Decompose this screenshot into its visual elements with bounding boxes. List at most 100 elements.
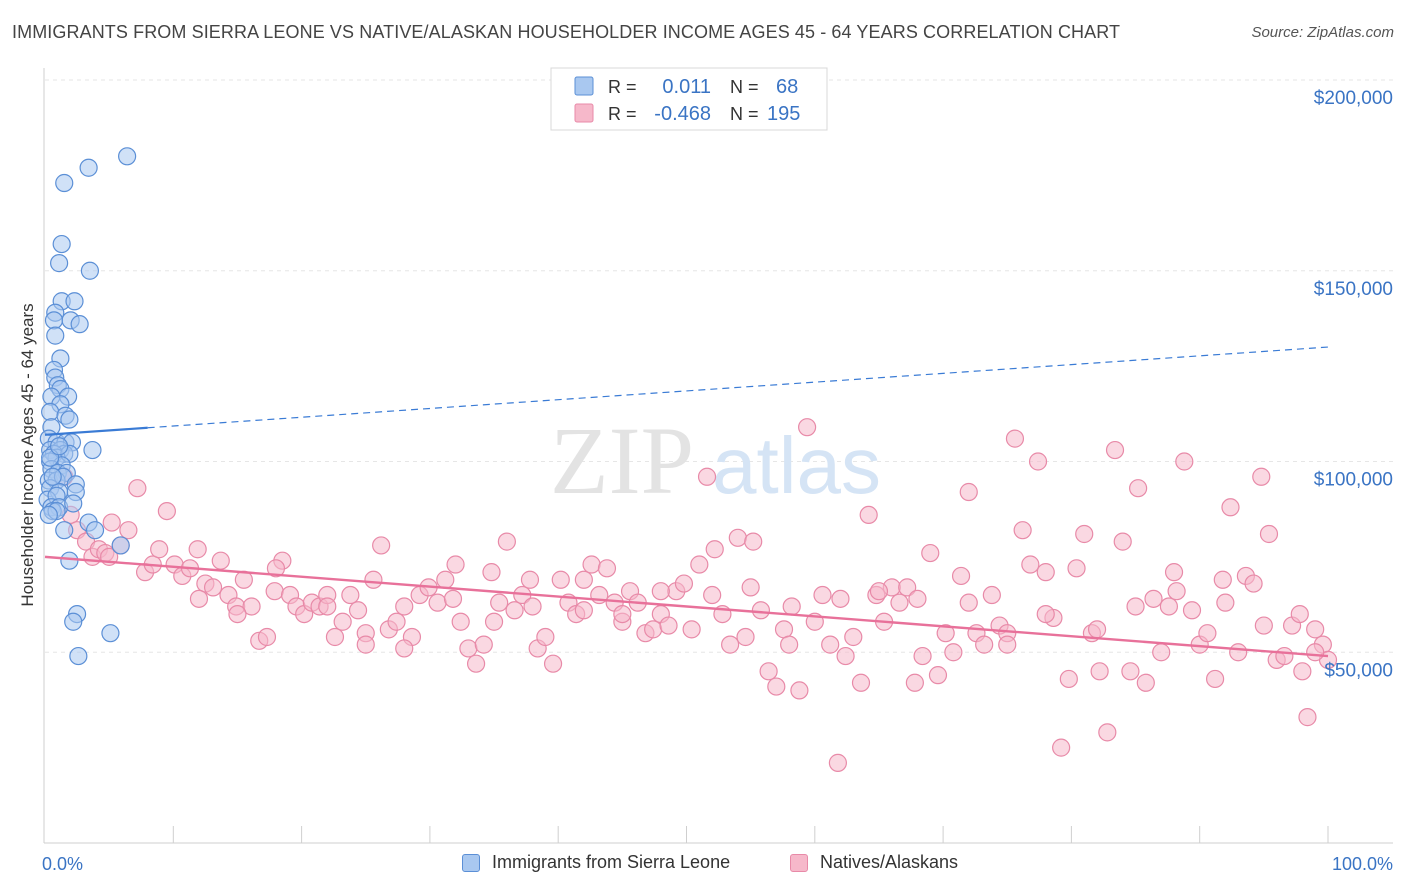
native-point bbox=[1075, 524, 1094, 544]
sierra-leone-point bbox=[41, 402, 60, 422]
native-point bbox=[813, 585, 832, 605]
sierra-leone-point bbox=[85, 521, 105, 540]
native-point bbox=[828, 753, 847, 772]
native-point bbox=[428, 593, 447, 612]
native-point bbox=[705, 540, 724, 559]
native-point bbox=[780, 635, 799, 654]
native-point bbox=[836, 646, 855, 666]
native-point bbox=[1293, 662, 1312, 681]
native-point bbox=[1182, 601, 1202, 620]
native-point bbox=[741, 578, 760, 597]
sierra-leone-point bbox=[65, 292, 84, 311]
native-point bbox=[574, 601, 593, 620]
native-point bbox=[767, 677, 786, 696]
native-point bbox=[798, 418, 817, 437]
native-point bbox=[1221, 498, 1240, 517]
sierra-leone-point bbox=[69, 646, 88, 666]
legend-pink-r-value: -0.468 bbox=[654, 103, 711, 125]
native-point bbox=[484, 612, 504, 631]
native-point bbox=[188, 540, 207, 559]
native-point bbox=[1306, 620, 1325, 639]
native-point bbox=[582, 555, 601, 574]
native-point bbox=[951, 566, 971, 586]
native-point bbox=[325, 627, 345, 647]
native-point bbox=[1013, 521, 1032, 540]
native-point bbox=[1275, 646, 1294, 666]
legend-top: R = 0.011 N = 68 R = -0.468 N = 195 bbox=[550, 67, 828, 131]
native-point bbox=[356, 635, 375, 654]
native-point bbox=[1205, 669, 1225, 689]
sierra-leone-point bbox=[64, 612, 83, 631]
grid-lines bbox=[45, 79, 1393, 653]
native-point bbox=[1167, 582, 1186, 601]
native-point bbox=[831, 589, 850, 608]
native-point bbox=[869, 582, 889, 601]
native-point bbox=[1252, 467, 1271, 486]
legend-swatch-blue bbox=[462, 853, 480, 872]
native-point bbox=[751, 601, 771, 620]
native-point bbox=[975, 635, 994, 654]
native-point bbox=[1144, 589, 1163, 608]
native-point bbox=[898, 578, 917, 597]
native-point bbox=[1290, 604, 1309, 624]
native-point bbox=[674, 574, 694, 593]
native-point bbox=[551, 570, 570, 589]
native-point bbox=[318, 597, 337, 616]
sierra-leone-point bbox=[39, 505, 58, 525]
native-point bbox=[703, 585, 722, 605]
native-point bbox=[333, 612, 352, 631]
sierra-leone-point bbox=[70, 315, 89, 334]
native-point bbox=[228, 604, 247, 624]
native-point bbox=[482, 563, 501, 582]
native-point bbox=[659, 616, 678, 635]
native-point bbox=[959, 593, 978, 612]
sierra-leone-point bbox=[64, 494, 83, 513]
native-point bbox=[128, 479, 147, 498]
native-point bbox=[372, 536, 391, 555]
native-point bbox=[1159, 597, 1179, 616]
native-point bbox=[913, 646, 932, 666]
native-point bbox=[466, 654, 486, 673]
native-point bbox=[242, 597, 261, 616]
native-point bbox=[1213, 570, 1232, 589]
native-point bbox=[644, 620, 663, 639]
native-point bbox=[1216, 593, 1235, 612]
native-point bbox=[203, 578, 223, 597]
native-point bbox=[1129, 479, 1148, 498]
legend-blue-r-value: 0.011 bbox=[662, 76, 711, 98]
native-point bbox=[211, 551, 230, 570]
y-tick-label: $50,000 bbox=[1324, 660, 1393, 681]
native-point bbox=[1087, 620, 1107, 639]
native-point bbox=[1052, 738, 1071, 757]
native-point bbox=[520, 570, 540, 589]
sierra-leone-point bbox=[83, 440, 102, 460]
native-point bbox=[782, 597, 801, 616]
x-tick-label-max: 100.0% bbox=[1332, 854, 1393, 874]
native-point bbox=[1113, 532, 1132, 551]
chart-title: IMMIGRANTS FROM SIERRA LEONE VS NATIVE/A… bbox=[12, 22, 1121, 42]
native-point bbox=[1090, 662, 1109, 681]
source-label: Source: ZipAtlas.com bbox=[1251, 24, 1394, 41]
legend-item-natives[interactable]: Natives/Alaskans bbox=[790, 852, 958, 873]
axis-ticks bbox=[172, 826, 1329, 843]
native-point bbox=[759, 662, 778, 681]
sierra-leone-point bbox=[55, 521, 74, 540]
native-point bbox=[523, 597, 542, 616]
native-point bbox=[574, 570, 593, 589]
y-tick-label: $200,000 bbox=[1314, 88, 1393, 109]
native-point bbox=[364, 570, 383, 589]
native-point bbox=[443, 589, 463, 608]
native-point bbox=[844, 627, 863, 647]
native-point bbox=[859, 505, 878, 525]
trend-line-sierra-leone-extension bbox=[147, 346, 1329, 429]
sierra-leone-point bbox=[60, 410, 79, 429]
native-point bbox=[119, 521, 138, 540]
legend-pink-r-label: R = bbox=[608, 104, 637, 124]
native-point bbox=[395, 597, 414, 616]
native-point bbox=[690, 555, 709, 574]
legend-label-natives: Natives/Alaskans bbox=[820, 852, 959, 872]
legend-item-sierra-leone[interactable]: Immigrants from Sierra Leone bbox=[462, 852, 730, 873]
native-point bbox=[1036, 563, 1055, 582]
native-point bbox=[821, 635, 840, 654]
native-point bbox=[387, 612, 406, 631]
